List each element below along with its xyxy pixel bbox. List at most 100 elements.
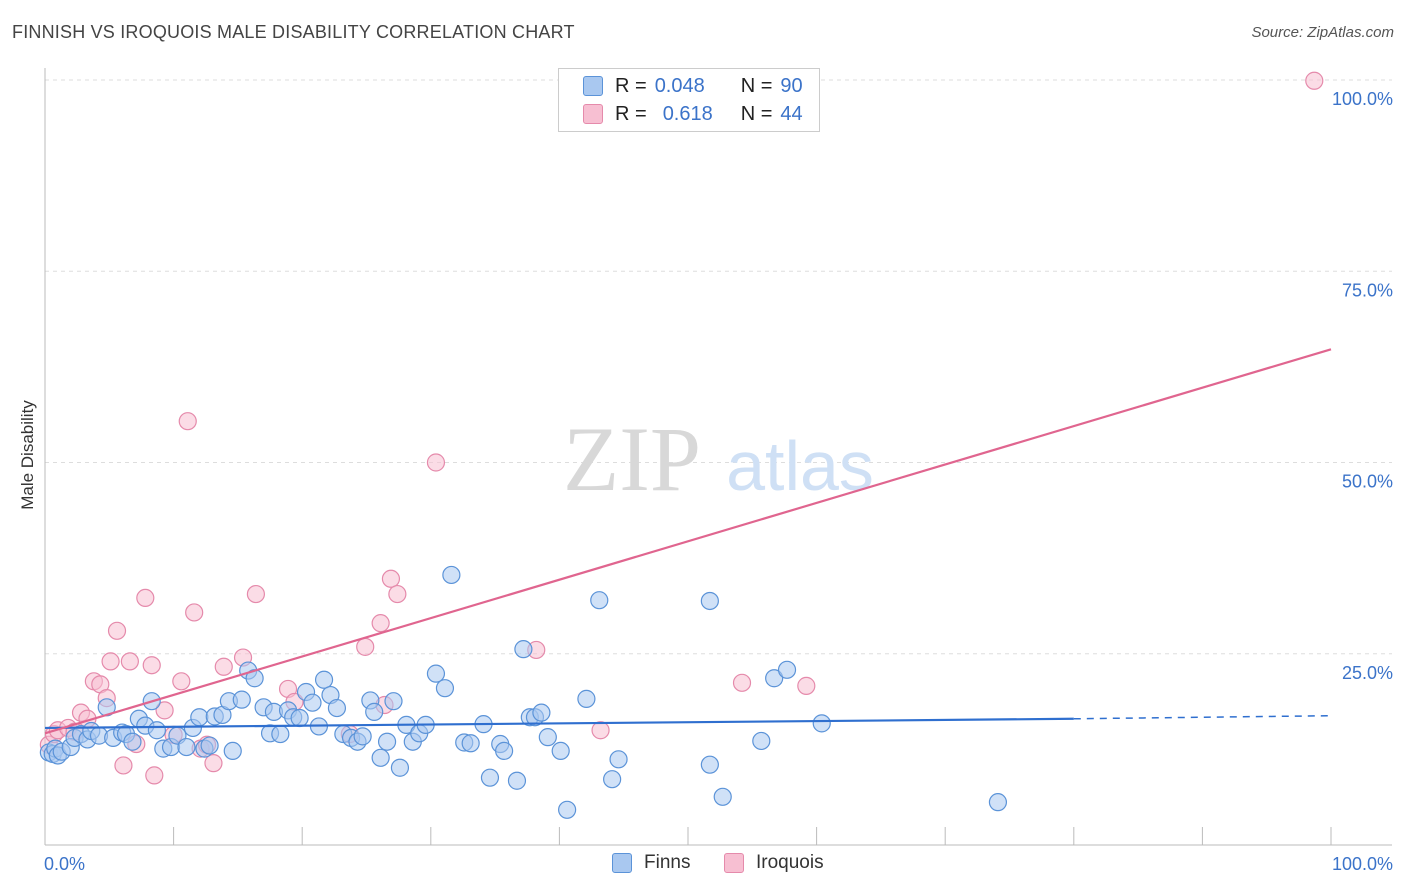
x-tick-label-1: 100.0%: [1332, 854, 1393, 874]
watermark-zip: ZIP: [563, 408, 701, 510]
iroquois-point-11: [107, 621, 127, 640]
trend-lines: [44, 348, 1332, 735]
finns-point-86: [752, 731, 771, 751]
finns-r-value: 0.048: [654, 74, 705, 97]
iroquois-point-39: [591, 721, 610, 740]
finns-point-55: [377, 732, 397, 751]
tick-labels: 25.0% 50.0% 75.0% 100.0% 0.0% 100.0%: [44, 89, 1393, 874]
finns-point-38: [271, 724, 290, 744]
finns-point-79: [577, 689, 596, 708]
finns-point-77: [551, 741, 570, 761]
finns-point-57: [390, 758, 410, 777]
iroquois-point-10: [101, 652, 120, 671]
finns-legend-swatch: [612, 853, 632, 873]
series-legend: Finns Iroquois: [0, 852, 1406, 876]
iroquois-point-17: [145, 766, 164, 785]
axes: [44, 68, 1392, 846]
finns-point-62: [426, 664, 446, 683]
finns-swatch: [583, 76, 603, 96]
finns-point-15: [123, 732, 142, 751]
iroquois-swatch: [583, 104, 603, 124]
finns-point-76: [538, 728, 557, 747]
iroquois-n-value: 44: [780, 102, 803, 125]
finns-point-32: [232, 690, 251, 709]
iroquois-point-21: [178, 412, 197, 431]
finns-point-87: [765, 669, 784, 688]
finns-point-43: [303, 693, 322, 712]
x-tick-label-0: 0.0%: [44, 854, 85, 874]
finns-n-label: N =: [740, 74, 773, 97]
legend-item-iroquois[interactable]: Iroquois: [724, 852, 824, 874]
finns-point-70: [495, 741, 514, 761]
finns-point-63: [435, 679, 455, 698]
iroquois-point-12: [114, 756, 133, 775]
finns-point-45: [314, 670, 334, 689]
finns-point-80: [590, 591, 609, 610]
iroquois-point-26: [214, 657, 233, 676]
iroquois-point-15: [136, 588, 155, 608]
legend-finns-label: Finns: [644, 852, 691, 873]
finns-point-51: [353, 727, 372, 746]
iroquois-trend-line: [44, 348, 1332, 735]
y-tick-label-2: 75.0%: [1342, 280, 1393, 300]
finns-point-64: [442, 565, 461, 585]
finns-point-25: [190, 708, 209, 727]
finns-n-value: 90: [780, 74, 803, 97]
iroquois-r-label: R =: [615, 102, 647, 125]
y-tick-label-0: 25.0%: [1342, 663, 1393, 683]
finns-r-label: R =: [615, 74, 647, 97]
finns-point-56: [384, 692, 403, 711]
watermark: ZIP atlas: [563, 408, 874, 510]
finns-point-78: [558, 800, 577, 819]
gridlines: [45, 79, 1392, 655]
finns-point-19: [147, 721, 166, 740]
finns-point-41: [290, 708, 309, 728]
iroquois-n-label: N =: [740, 102, 773, 125]
iroquois-point-18: [155, 701, 174, 720]
iroquois-r-value: 0.618: [662, 102, 713, 125]
finns-point-71: [507, 771, 527, 790]
stats-legend: R = 0.048 N = 90 R = 0.618 N = 44: [558, 68, 820, 132]
finns-point-27: [200, 736, 219, 755]
finns-point-84: [700, 755, 719, 774]
iroquois-point-22: [185, 603, 204, 622]
finns-point-85: [713, 787, 732, 806]
finns-point-68: [480, 768, 500, 787]
finns-point-90: [988, 793, 1008, 812]
iroquois-point-42: [1305, 71, 1324, 90]
iroquois-point-36: [388, 584, 407, 604]
finns-point-89: [812, 714, 831, 733]
legend-item-finns[interactable]: Finns: [612, 852, 690, 874]
finns-point-81: [603, 770, 622, 789]
finns-trend-extension: [1073, 714, 1332, 720]
legend-row-iroquois: R = 0.618 N = 44: [583, 101, 803, 127]
finns-points: [39, 565, 1008, 819]
iroquois-point-32: [356, 637, 375, 656]
iroquois-point-33: [371, 614, 390, 633]
iroquois-point-25: [204, 754, 223, 773]
finns-point-31: [223, 741, 242, 761]
source-label: Source: ZipAtlas.com: [1251, 24, 1394, 41]
iroquois-points: [39, 71, 1324, 785]
iroquois-point-16: [142, 656, 161, 675]
finns-point-75: [532, 703, 551, 722]
finns-point-72: [514, 640, 533, 659]
y-tick-label-3: 100.0%: [1332, 89, 1393, 109]
finns-point-66: [461, 734, 480, 753]
iroquois-point-13: [120, 652, 139, 671]
finns-point-88: [777, 660, 797, 679]
chart-title: FINNISH VS IROQUOIS MALE DISABILITY CORR…: [12, 22, 575, 42]
legend-row-finns: R = 0.048 N = 90: [583, 73, 803, 99]
finns-point-82: [609, 750, 628, 769]
iroquois-point-40: [732, 673, 752, 692]
iroquois-point-41: [797, 676, 816, 695]
y-tick-label-1: 50.0%: [1342, 472, 1393, 492]
iroquois-point-37: [426, 453, 446, 472]
iroquois-legend-swatch: [724, 853, 744, 873]
legend-iroquois-label: Iroquois: [756, 852, 824, 873]
finns-point-54: [371, 748, 390, 767]
finns-point-23: [177, 737, 196, 757]
finns-point-53: [365, 702, 384, 721]
finns-point-47: [327, 698, 347, 718]
